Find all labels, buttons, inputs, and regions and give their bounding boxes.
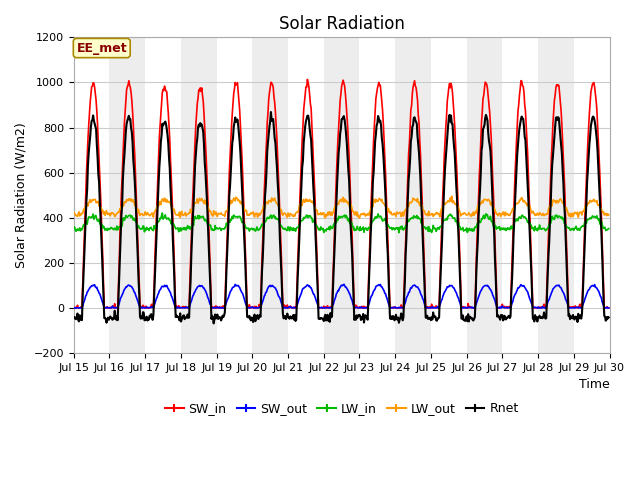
- Rnet: [79, 275, 87, 280]
- LW_out: [79, 207, 87, 213]
- LW_out: [448, 193, 456, 199]
- SW_in: [408, 103, 415, 108]
- SW_out: [408, 285, 415, 291]
- Bar: [396, 37, 431, 353]
- SW_in: [303, 76, 311, 82]
- LW_out: [217, 210, 225, 216]
- SW_out: [70, 305, 78, 311]
- Rnet: [70, 315, 77, 321]
- LW_in: [134, 223, 142, 229]
- Bar: [181, 37, 216, 353]
- LW_in: [408, 215, 415, 221]
- Rnet: [210, 321, 218, 326]
- Bar: [538, 37, 574, 353]
- SW_out: [218, 305, 226, 311]
- LW_out: [70, 209, 77, 215]
- LW_out: [189, 206, 196, 212]
- SW_in: [605, 305, 612, 311]
- LW_in: [218, 226, 226, 232]
- Text: EE_met: EE_met: [76, 42, 127, 55]
- SW_out: [424, 305, 431, 311]
- LW_out: [605, 212, 612, 217]
- SW_out: [136, 302, 143, 308]
- Title: Solar Radiation: Solar Radiation: [278, 15, 404, 33]
- SW_out: [340, 281, 348, 287]
- SW_in: [189, 173, 197, 179]
- Line: LW_out: LW_out: [74, 196, 609, 218]
- SW_out: [70, 305, 77, 311]
- LW_in: [395, 230, 403, 236]
- Rnet: [408, 134, 415, 140]
- Legend: SW_in, SW_out, LW_in, LW_out, Rnet: SW_in, SW_out, LW_in, LW_out, Rnet: [160, 397, 524, 420]
- SW_in: [70, 304, 77, 310]
- Bar: [324, 37, 360, 353]
- Y-axis label: Solar Radiation (W/m2): Solar Radiation (W/m2): [15, 122, 28, 268]
- LW_out: [422, 212, 430, 217]
- SW_out: [81, 299, 88, 304]
- SW_out: [189, 292, 197, 298]
- Rnet: [189, 215, 196, 220]
- LW_out: [134, 206, 142, 212]
- Line: SW_out: SW_out: [74, 284, 609, 308]
- Rnet: [424, 313, 431, 319]
- Rnet: [605, 314, 612, 320]
- LW_out: [407, 200, 415, 206]
- Bar: [252, 37, 288, 353]
- LW_in: [79, 222, 87, 228]
- SW_in: [70, 305, 78, 311]
- SW_in: [218, 305, 226, 311]
- SW_in: [424, 304, 431, 310]
- X-axis label: Time: Time: [579, 378, 609, 391]
- Bar: [467, 37, 502, 353]
- LW_in: [159, 210, 166, 216]
- SW_in: [136, 280, 143, 286]
- SW_out: [605, 305, 612, 311]
- Line: LW_in: LW_in: [74, 213, 609, 233]
- Line: SW_in: SW_in: [74, 79, 609, 308]
- LW_in: [189, 222, 197, 228]
- LW_out: [356, 216, 364, 221]
- Bar: [109, 37, 145, 353]
- SW_in: [81, 237, 88, 242]
- Rnet: [134, 276, 142, 282]
- Line: Rnet: Rnet: [74, 112, 609, 324]
- LW_in: [424, 225, 431, 230]
- LW_in: [70, 225, 77, 231]
- LW_in: [605, 226, 612, 231]
- Rnet: [267, 109, 275, 115]
- Rnet: [218, 315, 226, 321]
